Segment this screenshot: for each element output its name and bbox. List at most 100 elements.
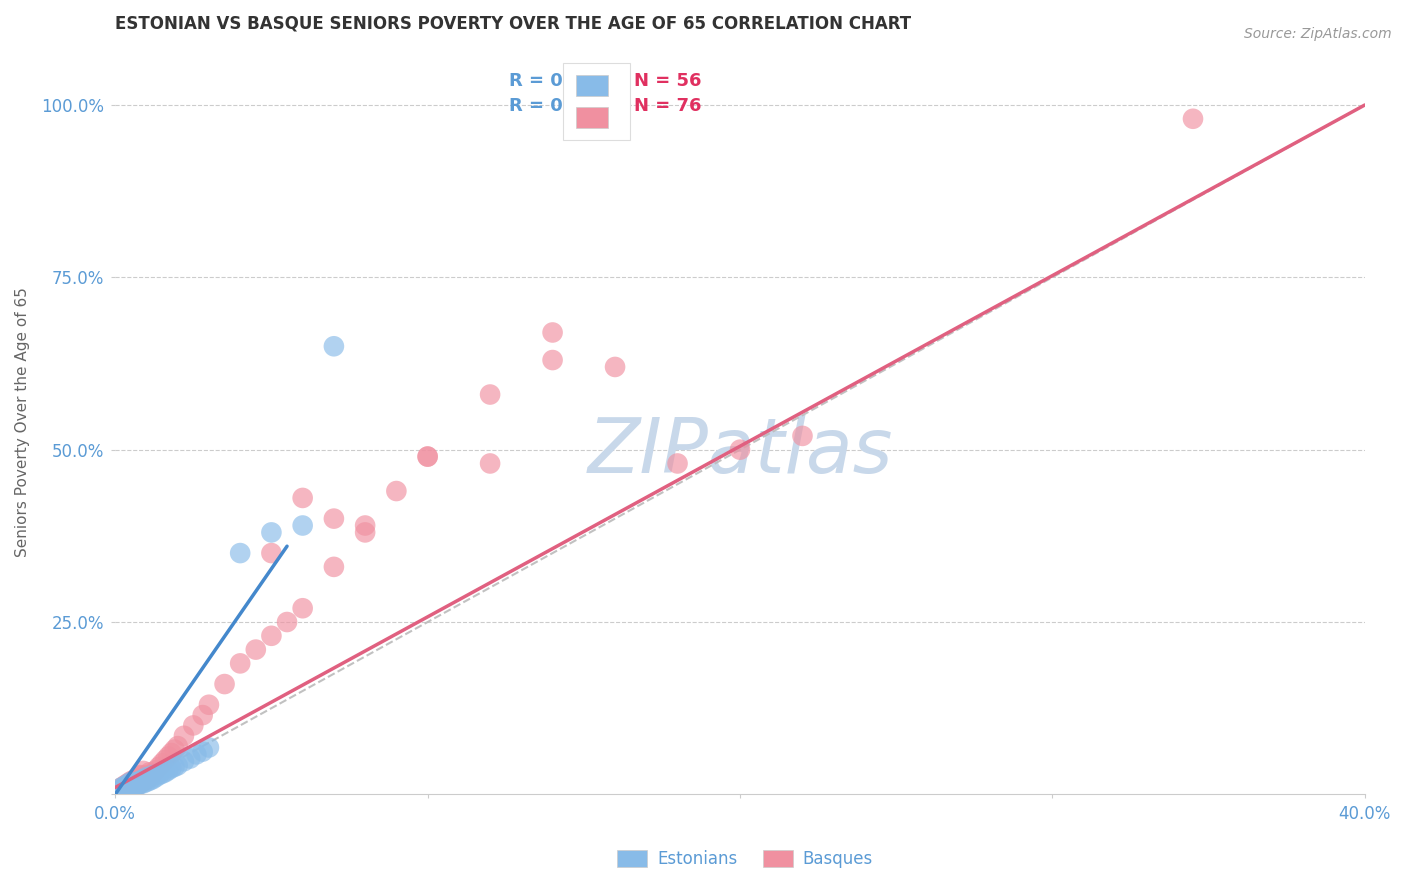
Text: ESTONIAN VS BASQUE SENIORS POVERTY OVER THE AGE OF 65 CORRELATION CHART: ESTONIAN VS BASQUE SENIORS POVERTY OVER … bbox=[115, 15, 911, 33]
Point bbox=[322, 560, 344, 574]
Point bbox=[117, 776, 139, 790]
Point bbox=[276, 615, 298, 629]
Point bbox=[260, 629, 283, 643]
Point bbox=[291, 518, 314, 533]
Point bbox=[110, 782, 132, 797]
Point bbox=[135, 772, 157, 787]
Point bbox=[322, 511, 344, 525]
Point bbox=[135, 775, 157, 789]
Point bbox=[155, 753, 177, 767]
Y-axis label: Seniors Poverty Over the Age of 65: Seniors Poverty Over the Age of 65 bbox=[15, 287, 30, 557]
Text: R = 0.658: R = 0.658 bbox=[509, 72, 607, 90]
Point bbox=[110, 784, 132, 798]
Point bbox=[127, 775, 149, 789]
Point bbox=[114, 781, 136, 796]
Point bbox=[322, 339, 344, 353]
Point bbox=[150, 766, 173, 780]
Point bbox=[117, 782, 139, 797]
Point bbox=[120, 774, 142, 789]
Point bbox=[666, 457, 689, 471]
Point bbox=[160, 746, 183, 760]
Point bbox=[127, 772, 149, 787]
Point bbox=[127, 779, 149, 793]
Point bbox=[173, 754, 195, 768]
Point bbox=[138, 765, 160, 780]
Legend: , : , bbox=[562, 62, 630, 140]
Point bbox=[132, 770, 155, 784]
Point bbox=[138, 770, 160, 784]
Point bbox=[186, 747, 208, 762]
Point bbox=[229, 546, 252, 560]
Point bbox=[1182, 112, 1205, 126]
Point bbox=[110, 784, 132, 798]
Point bbox=[114, 779, 136, 793]
Point bbox=[127, 775, 149, 789]
Point bbox=[145, 770, 167, 784]
Point bbox=[107, 786, 129, 800]
Point bbox=[114, 783, 136, 797]
Point bbox=[479, 387, 502, 401]
Point bbox=[110, 780, 132, 795]
Point bbox=[120, 781, 142, 796]
Point bbox=[114, 779, 136, 793]
Point bbox=[354, 518, 377, 533]
Point bbox=[107, 784, 129, 798]
Point bbox=[792, 429, 814, 443]
Point bbox=[129, 775, 152, 789]
Point bbox=[120, 779, 142, 793]
Point bbox=[110, 785, 132, 799]
Point bbox=[132, 772, 155, 787]
Point bbox=[129, 768, 152, 782]
Text: Source: ZipAtlas.com: Source: ZipAtlas.com bbox=[1244, 27, 1392, 41]
Point bbox=[120, 781, 142, 796]
Point bbox=[291, 491, 314, 505]
Point bbox=[354, 525, 377, 540]
Point bbox=[148, 760, 170, 774]
Point bbox=[728, 442, 751, 457]
Point bbox=[122, 772, 145, 787]
Point bbox=[291, 601, 314, 615]
Point bbox=[110, 782, 132, 797]
Text: N = 56: N = 56 bbox=[634, 72, 702, 90]
Point bbox=[173, 729, 195, 743]
Point bbox=[127, 771, 149, 785]
Point bbox=[150, 756, 173, 771]
Point bbox=[163, 760, 186, 774]
Point bbox=[104, 788, 127, 802]
Point bbox=[541, 353, 564, 368]
Point bbox=[104, 788, 127, 802]
Point bbox=[135, 770, 157, 784]
Point bbox=[117, 781, 139, 796]
Point bbox=[120, 779, 142, 793]
Point bbox=[198, 698, 221, 712]
Point bbox=[166, 739, 188, 753]
Point bbox=[129, 777, 152, 791]
Point bbox=[181, 718, 204, 732]
Point bbox=[603, 359, 626, 374]
Point bbox=[110, 780, 132, 795]
Point bbox=[385, 483, 408, 498]
Point bbox=[160, 761, 183, 775]
Point bbox=[179, 751, 201, 765]
Point bbox=[132, 776, 155, 790]
Point bbox=[107, 787, 129, 801]
Point bbox=[142, 772, 165, 787]
Point bbox=[163, 742, 186, 756]
Point bbox=[135, 768, 157, 782]
Point bbox=[114, 783, 136, 797]
Point bbox=[245, 642, 267, 657]
Text: ZIPatlas: ZIPatlas bbox=[588, 415, 893, 489]
Point bbox=[122, 780, 145, 795]
Point bbox=[110, 785, 132, 799]
Point bbox=[260, 546, 283, 560]
Point bbox=[122, 779, 145, 793]
Text: R = 0.759: R = 0.759 bbox=[509, 96, 607, 115]
Point bbox=[135, 772, 157, 787]
Point bbox=[132, 774, 155, 789]
Point bbox=[117, 780, 139, 794]
Point bbox=[166, 758, 188, 772]
Point bbox=[117, 781, 139, 796]
Point bbox=[148, 768, 170, 782]
Point bbox=[214, 677, 236, 691]
Point bbox=[132, 764, 155, 778]
